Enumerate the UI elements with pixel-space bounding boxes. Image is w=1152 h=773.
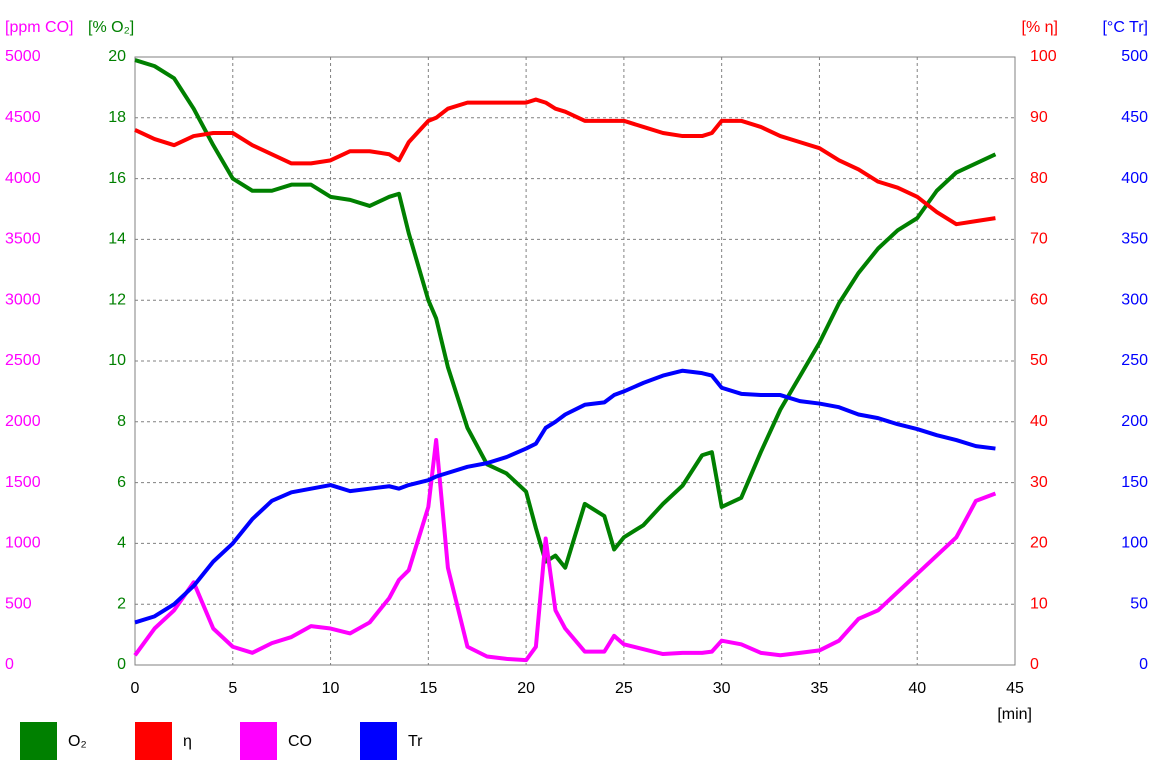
y-tick-label: 300 <box>1121 291 1148 308</box>
y-tick-label: 0 <box>1030 656 1039 673</box>
y-tick-label: 200 <box>1121 413 1148 430</box>
y-tick-label: 6 <box>117 474 126 491</box>
y-tick-label: 50 <box>1030 352 1048 369</box>
legend-swatch <box>20 722 57 760</box>
y-tick-label: 4 <box>117 535 126 552</box>
legend-label: Tr <box>408 733 423 750</box>
x-tick-label: 10 <box>322 680 340 697</box>
y-tick-label: 1000 <box>5 535 41 552</box>
x-tick-label: 35 <box>811 680 829 697</box>
y-tick-label: 350 <box>1121 231 1148 248</box>
y-tick-label: 70 <box>1030 231 1048 248</box>
legend-label: CO <box>288 733 312 750</box>
y-tick-label: 12 <box>108 291 126 308</box>
x-tick-label: 25 <box>615 680 633 697</box>
y-tick-label: 90 <box>1030 109 1048 126</box>
y-tick-label: 150 <box>1121 474 1148 491</box>
y-tick-label: 500 <box>5 595 32 612</box>
x-tick-label: 5 <box>228 680 237 697</box>
y-tick-label: 50 <box>1130 595 1148 612</box>
y-axis-label: [ppm CO] <box>5 19 73 36</box>
legend-swatch <box>360 722 397 760</box>
x-tick-label: 40 <box>908 680 926 697</box>
y-axis-label: [°C Tr] <box>1102 19 1148 36</box>
y-tick-label: 80 <box>1030 170 1048 187</box>
y-tick-label: 60 <box>1030 291 1048 308</box>
y-tick-label: 0 <box>117 656 126 673</box>
y-tick-label: 30 <box>1030 474 1048 491</box>
y-tick-label: 0 <box>5 656 14 673</box>
x-tick-label: 15 <box>419 680 437 697</box>
y-tick-label: 3000 <box>5 291 41 308</box>
x-tick-label: 0 <box>131 680 140 697</box>
series-line <box>134 58 997 570</box>
y-tick-label: 500 <box>1121 48 1148 65</box>
legend-swatch <box>240 722 277 760</box>
y-tick-label: 14 <box>108 231 126 248</box>
y-tick-label: 3500 <box>5 231 41 248</box>
y-tick-label: 4000 <box>5 170 41 187</box>
y-tick-label: 5000 <box>5 48 41 65</box>
y-axis-label: [% O₂] <box>88 19 134 36</box>
y-tick-label: 10 <box>108 352 126 369</box>
y-tick-label: 8 <box>117 413 126 430</box>
y-tick-label: 100 <box>1030 48 1057 65</box>
series-line <box>134 97 996 227</box>
x-tick-label: 20 <box>517 680 535 697</box>
y-tick-label: 18 <box>108 109 126 126</box>
y-tick-label: 16 <box>108 170 126 187</box>
y-tick-label: 10 <box>1030 595 1048 612</box>
legend-swatch <box>135 722 172 760</box>
y-axis-label: [% η] <box>1022 19 1058 36</box>
y-tick-label: 100 <box>1121 535 1148 552</box>
x-tick-label: 45 <box>1006 680 1024 697</box>
x-axis-label: [min] <box>997 706 1032 723</box>
legend-label: O₂ <box>68 733 87 750</box>
y-tick-label: 2 <box>117 595 126 612</box>
y-tick-label: 1500 <box>5 474 41 491</box>
y-tick-label: 2000 <box>5 413 41 430</box>
y-tick-label: 450 <box>1121 109 1148 126</box>
series-line <box>134 368 996 625</box>
y-tick-label: 20 <box>1030 535 1048 552</box>
y-tick-label: 0 <box>1139 656 1148 673</box>
x-tick-label: 30 <box>713 680 731 697</box>
series-line <box>133 438 997 663</box>
y-tick-label: 400 <box>1121 170 1148 187</box>
legend-label: η <box>183 733 192 750</box>
y-tick-label: 250 <box>1121 352 1148 369</box>
y-tick-label: 20 <box>108 48 126 65</box>
y-tick-label: 40 <box>1030 413 1048 430</box>
y-tick-label: 2500 <box>5 352 41 369</box>
y-tick-label: 4500 <box>5 109 41 126</box>
